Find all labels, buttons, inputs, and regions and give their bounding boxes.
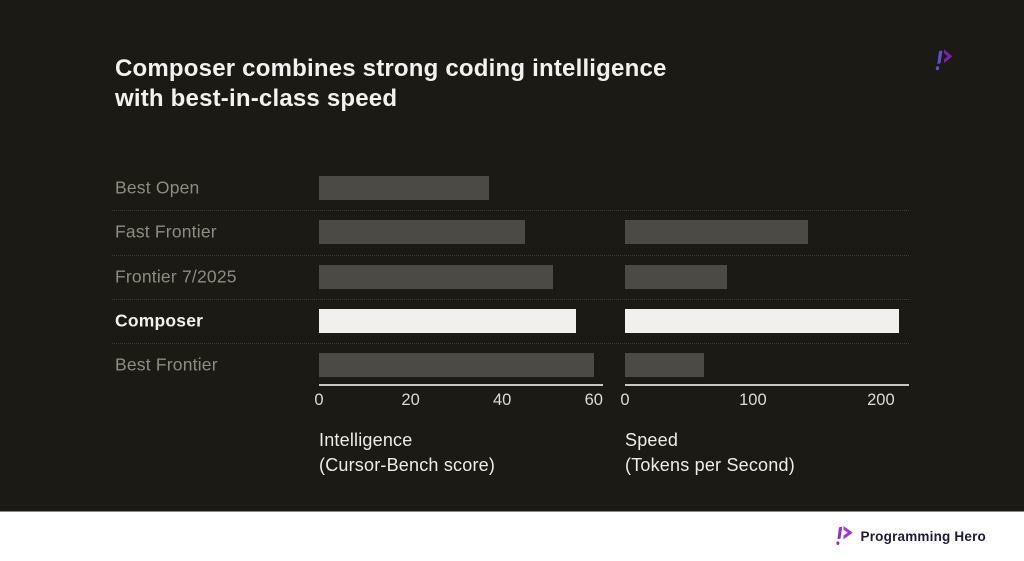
axis-caption-line: Speed [625,430,679,450]
x-tick-label: 20 [401,391,420,409]
row-label: Frontier 7/2025 [115,266,237,287]
row-label: Fast Frontier [115,221,217,242]
bar-intelligence-best-frontier [319,353,594,378]
axis-caption-line: (Tokens per Second) [625,455,795,475]
x-tick-label: 200 [867,391,895,409]
brand-lockup: Programming Hero [833,524,986,549]
x-axis-intelligence [319,384,603,386]
chart-row-best-open: Best Open [112,166,909,212]
bar-intelligence-frontier-7-2025 [319,264,553,289]
axis-caption-line: (Cursor-Bench score) [319,455,496,475]
footer-bar: Programming Hero [0,511,1024,561]
axis-caption-line: Intelligence [319,430,413,450]
x-tick-label: 100 [739,391,767,409]
bar-intelligence-best-open [319,176,489,200]
axis-caption-speed: Speed (Tokens per Second) [625,428,795,478]
bar-speed-frontier-7-2025 [625,264,728,289]
programming-hero-icon [935,49,953,71]
page-title: Composer combines strong coding intellig… [115,54,667,114]
chart-row-best-frontier: Best Frontier [112,343,909,387]
axis-caption-intelligence: Intelligence (Cursor-Bench score) [319,428,495,478]
x-tick-label: 0 [314,391,324,409]
x-tick-label: 40 [493,391,512,409]
x-tick-label: 0 [620,391,630,409]
chart-row-fast-frontier: Fast Frontier [112,210,909,256]
row-label: Best Frontier [115,354,218,375]
x-axis-speed [625,384,909,386]
chart-row-frontier-7-2025: Frontier 7/2025 [112,255,909,300]
chart-row-composer: Composer [112,299,909,345]
bar-speed-fast-frontier [625,220,808,245]
row-label: Composer [115,310,204,331]
bar-intelligence-composer [319,308,576,333]
title-line-1: Composer combines strong coding intellig… [115,55,667,82]
bar-speed-best-frontier [625,353,705,378]
row-label: Best Open [115,177,200,198]
bar-intelligence-fast-frontier [319,220,526,245]
title-line-2: with best-in-class speed [115,85,398,112]
bar-speed-composer [625,308,899,333]
comparison-chart: Best Open Fast Frontier Frontier 7/2025 Com… [112,166,912,486]
programming-hero-icon [835,526,853,545]
x-tick-label: 60 [584,391,603,409]
brand-name: Programming Hero [860,529,986,544]
